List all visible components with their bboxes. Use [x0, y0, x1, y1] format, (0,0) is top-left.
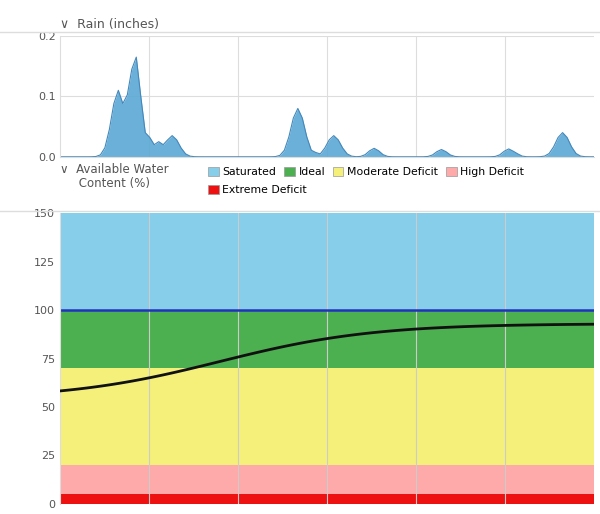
Text: ∨  Rain (inches): ∨ Rain (inches)	[60, 18, 159, 31]
Text: Content (%): Content (%)	[60, 177, 150, 190]
Bar	[60, 368, 594, 465]
Bar	[60, 465, 594, 494]
Bar	[60, 213, 594, 310]
Bar	[60, 310, 594, 368]
Legend: Saturated, Ideal, Moderate Deficit, High Deficit: Saturated, Ideal, Moderate Deficit, High…	[203, 162, 529, 181]
Bar	[60, 494, 594, 504]
Legend: Extreme Deficit: Extreme Deficit	[203, 180, 311, 199]
Text: ∨  Available Water: ∨ Available Water	[60, 163, 169, 176]
